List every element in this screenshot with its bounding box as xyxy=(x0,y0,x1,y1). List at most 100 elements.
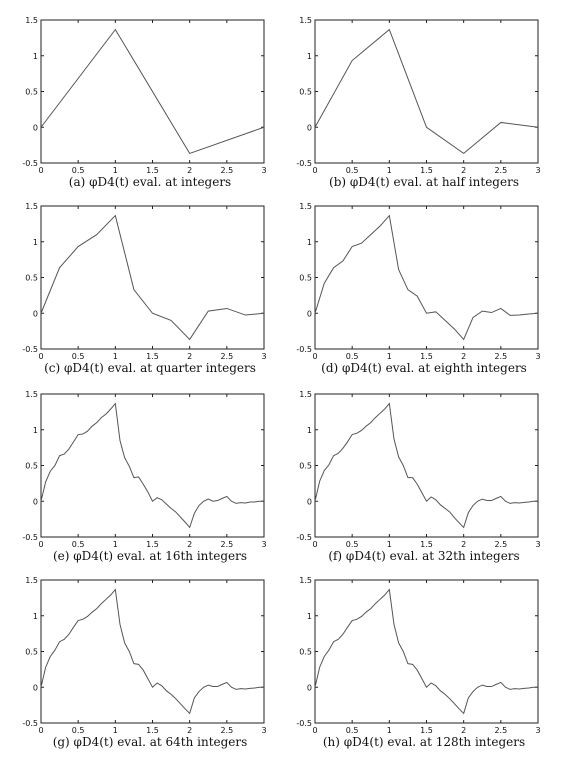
x-tick-label: 2.5 xyxy=(494,352,507,361)
plot-area-frame xyxy=(314,393,539,538)
y-tick-label: 1 xyxy=(307,238,312,247)
chart-svg: 0 0.5 1 1.5 2 2.5 3-0.500.511.5 xyxy=(296,576,540,735)
panel-caption: (a) φD4(t) eval. at integers xyxy=(68,175,232,189)
x-tick-label: 1.5 xyxy=(420,726,433,735)
x-tick-label: 2 xyxy=(187,166,192,175)
y-tick-label: 1.5 xyxy=(299,16,312,25)
y-tick-label: 0.5 xyxy=(25,462,38,471)
y-tick-label: -0.5 xyxy=(22,719,38,728)
chart-panel: 0 0.5 1 1.5 2 2.5 3 -0.5 0 0.5 1 1.5 (e) φD4(t) eval… xyxy=(6,386,274,574)
x-tick-label: 3 xyxy=(261,166,266,175)
x-tick-label: 2.5 xyxy=(220,166,233,175)
y-tick-label: 0 xyxy=(33,309,38,318)
y-tick-label: 0.5 xyxy=(299,88,312,97)
y-tick-label: 1 xyxy=(33,612,38,621)
chart-svg: 0 0.5 1 1.5 2 2.5 3-0.500.511.5 xyxy=(22,202,266,361)
x-tick-label: 0 xyxy=(312,352,317,361)
x-tick-label: 0.5 xyxy=(346,540,359,549)
y-tick-label: 1.5 xyxy=(299,202,312,211)
plot-area-frame xyxy=(40,205,265,350)
x-tick-label: 2.5 xyxy=(220,726,233,735)
x-tick-label: 3 xyxy=(535,352,540,361)
x-tick-label: 3 xyxy=(261,540,266,549)
series-line xyxy=(314,402,538,529)
x-tick-label: 0.5 xyxy=(72,540,85,549)
series-line xyxy=(314,214,539,341)
y-tick-label: 0 xyxy=(33,123,38,132)
x-tick-label: 1 xyxy=(113,540,118,549)
y-tick-label: 0.5 xyxy=(25,88,38,97)
x-tick-label: 2.5 xyxy=(494,166,507,175)
plot-area-frame xyxy=(314,19,539,164)
plot-area-frame xyxy=(40,393,265,538)
chart-svg: 0 0.5 1 1.5 2 2.5 3-0.500.511.5 xyxy=(22,390,266,549)
x-tick-label: 0 xyxy=(38,726,43,735)
chart-svg: 0 0.5 1 1.5 2 2.5 3-0.500.511.5 xyxy=(296,390,540,549)
plot-area-frame xyxy=(314,579,539,724)
x-tick-label: 1 xyxy=(113,726,118,735)
x-tick-label: 1 xyxy=(387,726,392,735)
x-tick-label: 0.5 xyxy=(346,166,359,175)
y-tick-label: -0.5 xyxy=(296,345,312,354)
x-tick-label: 3 xyxy=(261,352,266,361)
x-tick-label: 1 xyxy=(387,540,392,549)
y-tick-label: 0 xyxy=(307,497,312,506)
x-tick-label: 2.5 xyxy=(220,352,233,361)
y-tick-label: 1.5 xyxy=(25,16,38,25)
y-tick-label: 1 xyxy=(307,612,312,621)
x-tick-label: 2 xyxy=(461,352,466,361)
series-line xyxy=(314,28,539,155)
panel-caption: (e) φD4(t) eval. at 16th integers xyxy=(52,549,248,563)
x-tick-label: 1.5 xyxy=(420,352,433,361)
chart-panel: 0 0.5 1 1.5 2 2.5 3 -0.5 0 0.5 1 1.5 (a) φD4(t) eval… xyxy=(6,12,274,200)
x-tick-label: 0 xyxy=(38,166,43,175)
plot-area-frame xyxy=(40,579,265,724)
x-tick-label: 2.5 xyxy=(494,726,507,735)
panel-caption: (b) φD4(t) eval. at half integers xyxy=(329,175,519,189)
x-tick-label: 2 xyxy=(187,352,192,361)
y-tick-label: 1 xyxy=(307,426,312,435)
x-tick-label: 2 xyxy=(461,540,466,549)
x-tick-label: 1.5 xyxy=(146,726,159,735)
x-tick-label: 1 xyxy=(113,166,118,175)
x-tick-label: 0.5 xyxy=(72,352,85,361)
y-tick-label: 0 xyxy=(307,309,312,318)
chart-svg: 0 0.5 1 1.5 2 2.5 3-0.500.511.5 xyxy=(22,16,266,175)
chart-panel: 0 0.5 1 1.5 2 2.5 3 -0.5 0 0.5 1 1.5 (b) φD4(t) eval… xyxy=(280,12,548,200)
x-tick-label: 1.5 xyxy=(146,540,159,549)
y-tick-label: -0.5 xyxy=(296,533,312,542)
x-tick-label: 0 xyxy=(312,540,317,549)
x-tick-label: 3 xyxy=(535,726,540,735)
y-tick-label: 1 xyxy=(33,426,38,435)
y-tick-label: -0.5 xyxy=(22,159,38,168)
x-tick-label: 1.5 xyxy=(420,540,433,549)
y-tick-label: 1 xyxy=(33,238,38,247)
panel-caption: (c) φD4(t) eval. at quarter integers xyxy=(44,361,256,375)
y-tick-label: 0.5 xyxy=(299,274,312,283)
x-tick-label: 2.5 xyxy=(220,540,233,549)
y-tick-label: 0.5 xyxy=(299,648,312,657)
y-tick-label: 0 xyxy=(33,497,38,506)
y-tick-label: 1.5 xyxy=(299,576,312,585)
panel-caption: (g) φD4(t) eval. at 64th integers xyxy=(52,735,248,749)
y-tick-label: 1.5 xyxy=(25,576,38,585)
y-tick-label: 0 xyxy=(307,123,312,132)
series-line xyxy=(314,588,538,715)
x-tick-label: 0.5 xyxy=(72,726,85,735)
x-tick-label: 2 xyxy=(461,726,466,735)
x-tick-label: 0.5 xyxy=(72,166,85,175)
chart-svg: 0 0.5 1 1.5 2 2.5 3-0.500.511.5 xyxy=(296,202,540,361)
chart-panel: 0 0.5 1 1.5 2 2.5 3 -0.5 0 0.5 1 1.5 (g) φD4(t) eval… xyxy=(6,572,274,760)
x-tick-label: 0.5 xyxy=(346,352,359,361)
panel-caption: (d) φD4(t) eval. at eighth integers xyxy=(321,361,527,375)
series-line xyxy=(40,402,264,529)
y-tick-label: 1 xyxy=(33,52,38,61)
chart-panel: 0 0.5 1 1.5 2 2.5 3 -0.5 0 0.5 1 1.5 (h) φD4(t) eval… xyxy=(280,572,548,760)
x-tick-label: 1 xyxy=(387,352,392,361)
y-tick-label: -0.5 xyxy=(296,159,312,168)
x-tick-label: 0 xyxy=(38,352,43,361)
series-line xyxy=(40,28,265,155)
y-tick-label: -0.5 xyxy=(22,533,38,542)
x-tick-label: 2.5 xyxy=(494,540,507,549)
plot-area-frame xyxy=(314,205,539,350)
